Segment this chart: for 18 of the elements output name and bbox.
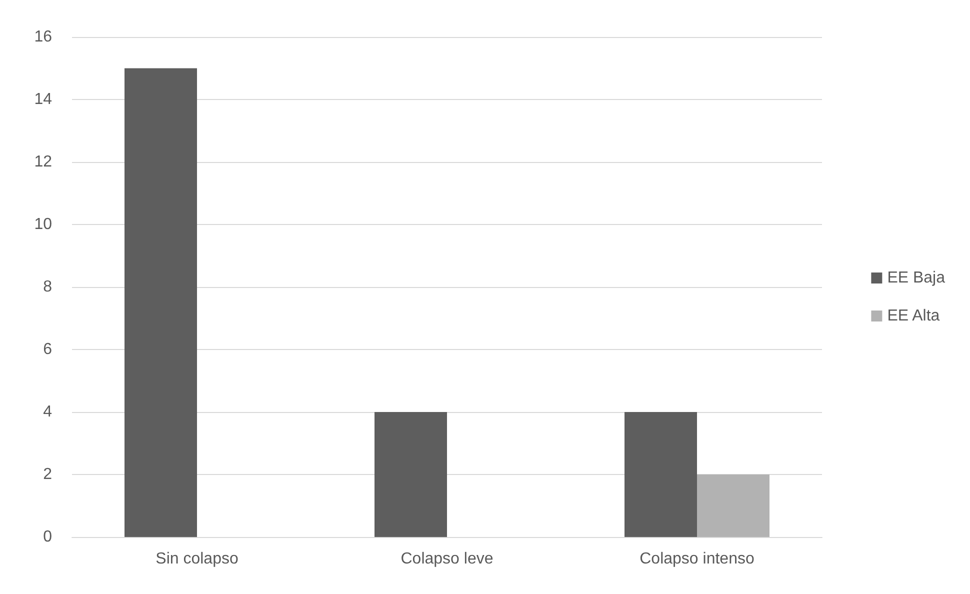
y-tick-label: 2 — [43, 466, 52, 483]
bar — [124, 68, 197, 537]
y-tick-label: 0 — [43, 528, 52, 546]
x-tick-label: Sin colapso — [156, 550, 238, 568]
y-tick-label: 16 — [34, 28, 52, 46]
y-tick-label: 14 — [34, 91, 52, 108]
bar — [374, 412, 447, 537]
bar — [624, 412, 697, 537]
y-tick-label: 10 — [34, 216, 52, 233]
bar — [697, 474, 770, 537]
x-tick-label: Colapso leve — [400, 550, 494, 568]
y-tick-label: 12 — [34, 154, 52, 170]
legend-label: EE Alta — [887, 308, 940, 324]
y-tick-label: 4 — [43, 404, 52, 420]
x-tick-label: Colapso intenso — [640, 550, 754, 568]
y-tick-label: 8 — [43, 278, 52, 296]
legend-label: EE Baja — [887, 270, 946, 286]
y-tick-label: 6 — [43, 341, 52, 358]
